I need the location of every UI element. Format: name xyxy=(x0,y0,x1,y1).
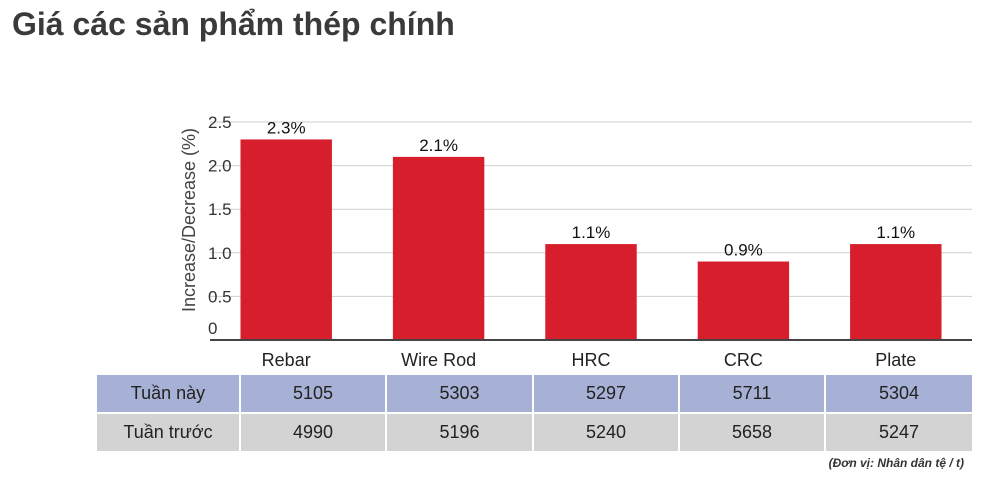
bar-rebar xyxy=(240,139,332,340)
table-cell: 5304 xyxy=(826,375,972,414)
y-axis-ticks: 0 0.5 1.0 1.5 2.0 2.5 xyxy=(208,113,232,338)
table-cell: 5196 xyxy=(387,414,534,453)
bar-plate xyxy=(850,244,942,340)
table-row-this-week: Tuần này 5105 5303 5297 5711 5304 xyxy=(97,375,972,414)
y-axis-label: Increase/Decrease (%) xyxy=(179,128,199,312)
table-row-last-week: Tuần trước 4990 5196 5240 5658 5247 xyxy=(97,414,972,453)
data-label: 1.1% xyxy=(572,223,611,242)
x-tick-label: Rebar xyxy=(262,350,311,370)
row-label: Tuần trước xyxy=(97,414,241,453)
x-tick-label: Plate xyxy=(875,350,916,370)
bar-chart: 0 0.5 1.0 1.5 2.0 2.5 2.3% 2.1% 1.1% 0.9% 1.1% Re… xyxy=(179,113,972,370)
bar-hrc xyxy=(545,244,637,340)
bar-wire-rod xyxy=(392,156,485,340)
table-cell: 5105 xyxy=(241,375,387,414)
y-tick-label: 1.5 xyxy=(208,200,232,219)
x-axis-ticks: Rebar Wire Rod HRC CRC Plate xyxy=(262,350,917,370)
data-label: 2.3% xyxy=(267,118,306,137)
data-label: 2.1% xyxy=(419,136,458,155)
table-cell: 5297 xyxy=(534,375,680,414)
x-tick-label: HRC xyxy=(572,350,611,370)
table-cell: 5658 xyxy=(680,414,826,453)
table-cell: 4990 xyxy=(241,414,387,453)
table-cell: 5303 xyxy=(387,375,534,414)
y-tick-label: 0.5 xyxy=(208,287,232,306)
price-table: Tuần này 5105 5303 5297 5711 5304 Tuần t… xyxy=(97,375,972,453)
x-tick-label: Wire Rod xyxy=(401,350,476,370)
y-tick-label: 2.0 xyxy=(208,157,232,176)
data-label: 0.9% xyxy=(724,241,763,260)
y-tick-label: 2.5 xyxy=(208,113,232,132)
bars xyxy=(240,139,942,340)
row-label: Tuần này xyxy=(97,375,241,414)
page-title: Giá các sản phẩm thép chính xyxy=(12,6,455,42)
x-tick-label: CRC xyxy=(724,350,763,370)
table-cell: 5247 xyxy=(826,414,972,453)
bar-crc xyxy=(697,261,790,340)
data-labels: 2.3% 2.1% 1.1% 0.9% 1.1% xyxy=(267,118,915,259)
unit-footnote: (Đơn vị: Nhân dân tệ / t) xyxy=(828,456,964,470)
table-cell: 5711 xyxy=(680,375,826,414)
y-tick-label: 0 xyxy=(208,319,217,338)
y-tick-label: 1.0 xyxy=(208,244,232,263)
data-label: 1.1% xyxy=(876,223,915,242)
table-cell: 5240 xyxy=(534,414,680,453)
